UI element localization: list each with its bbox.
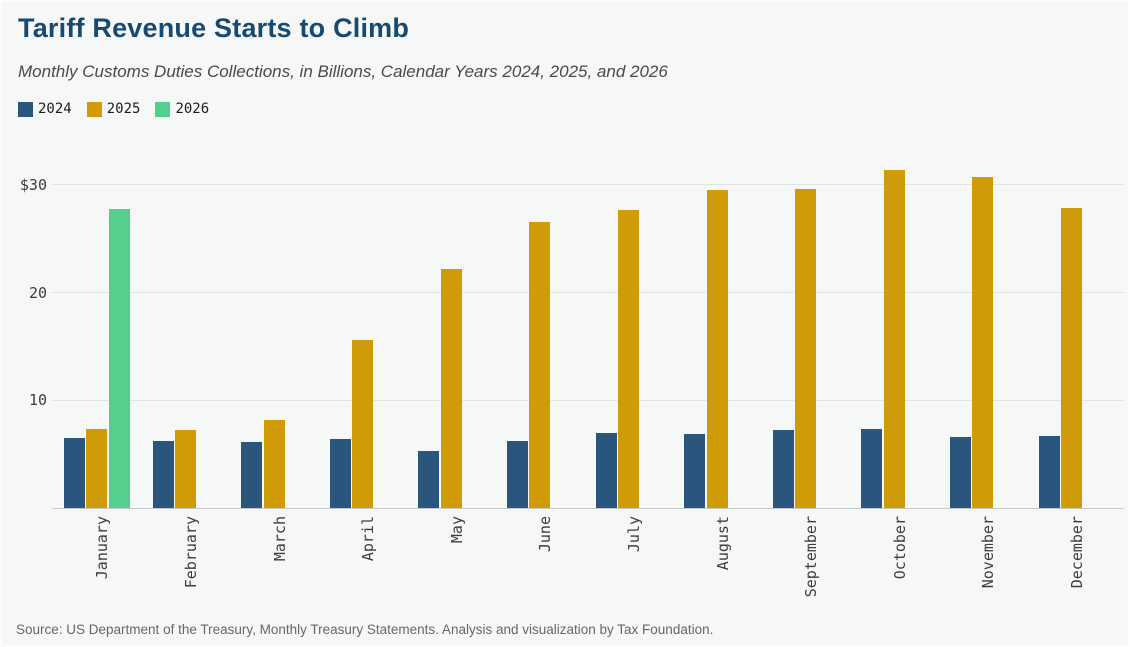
legend-item-2026: 2026 xyxy=(155,101,209,117)
bar-2024-october xyxy=(861,429,883,508)
bar-2025-may xyxy=(440,268,462,508)
bar-2024-november xyxy=(950,436,971,508)
x-label-may: May xyxy=(447,516,466,544)
page-title: Tariff Revenue Starts to Climb xyxy=(18,13,410,43)
bar-2024-june xyxy=(507,441,528,508)
bar-2024-december xyxy=(1038,435,1060,508)
bar-2025-september xyxy=(795,189,817,508)
bar-2024-march xyxy=(241,442,263,508)
legend-label-2025: 2025 xyxy=(106,101,141,117)
bar-2024-january xyxy=(64,438,85,508)
bar-2025-january xyxy=(86,429,108,508)
chart-subtitle: Monthly Customs Duties Collections, in B… xyxy=(18,62,668,81)
legend-swatch-2025 xyxy=(86,101,102,117)
bar-2024-february xyxy=(152,441,174,508)
bar-2026-january xyxy=(108,208,130,508)
x-label-january: January xyxy=(93,516,112,580)
x-label-march: March xyxy=(270,516,289,562)
legend-swatch-2026 xyxy=(155,101,171,117)
source-note: Source: US Department of the Treasury, M… xyxy=(16,622,714,637)
bar-2025-december xyxy=(1060,207,1082,508)
bar-2025-october xyxy=(883,169,905,508)
x-label-september: September xyxy=(802,516,821,598)
x-label-october: October xyxy=(890,516,909,580)
y-tick-10: 10 xyxy=(28,391,47,410)
y-tick-20: 20 xyxy=(28,283,47,302)
x-label-august: August xyxy=(713,516,732,571)
bar-2025-june xyxy=(529,221,551,508)
x-label-april: April xyxy=(359,516,378,562)
chart-legend: 2024 2025 2026 xyxy=(18,101,209,117)
gridline-20 xyxy=(52,292,1124,294)
gridline-30 xyxy=(52,184,1124,186)
bar-2024-july xyxy=(595,432,617,508)
bar-2025-july xyxy=(617,209,639,508)
legend-label-2024: 2024 xyxy=(38,101,72,117)
bar-2025-february xyxy=(174,430,196,508)
bar-2025-november xyxy=(972,177,994,508)
gridline-10 xyxy=(52,399,1124,401)
x-label-december: December xyxy=(1067,516,1086,589)
bar-2024-april xyxy=(329,439,351,508)
x-label-february: February xyxy=(181,516,200,589)
x-label-november: November xyxy=(979,516,998,589)
bar-2024-may xyxy=(418,450,440,508)
legend-item-2024: 2024 xyxy=(18,101,72,117)
x-label-july: July xyxy=(624,516,643,553)
x-label-june: June xyxy=(536,516,555,553)
y-tick-30: $30 xyxy=(19,175,47,194)
legend-swatch-2024 xyxy=(18,101,33,117)
bar-2024-september xyxy=(772,430,794,508)
bar-2025-april xyxy=(352,340,374,508)
legend-item-2025: 2025 xyxy=(86,101,141,117)
bar-2024-august xyxy=(684,433,706,508)
x-axis-line xyxy=(52,508,1124,509)
bar-2025-march xyxy=(263,419,285,508)
legend-label-2026: 2026 xyxy=(175,101,210,117)
bar-2025-august xyxy=(706,190,728,508)
